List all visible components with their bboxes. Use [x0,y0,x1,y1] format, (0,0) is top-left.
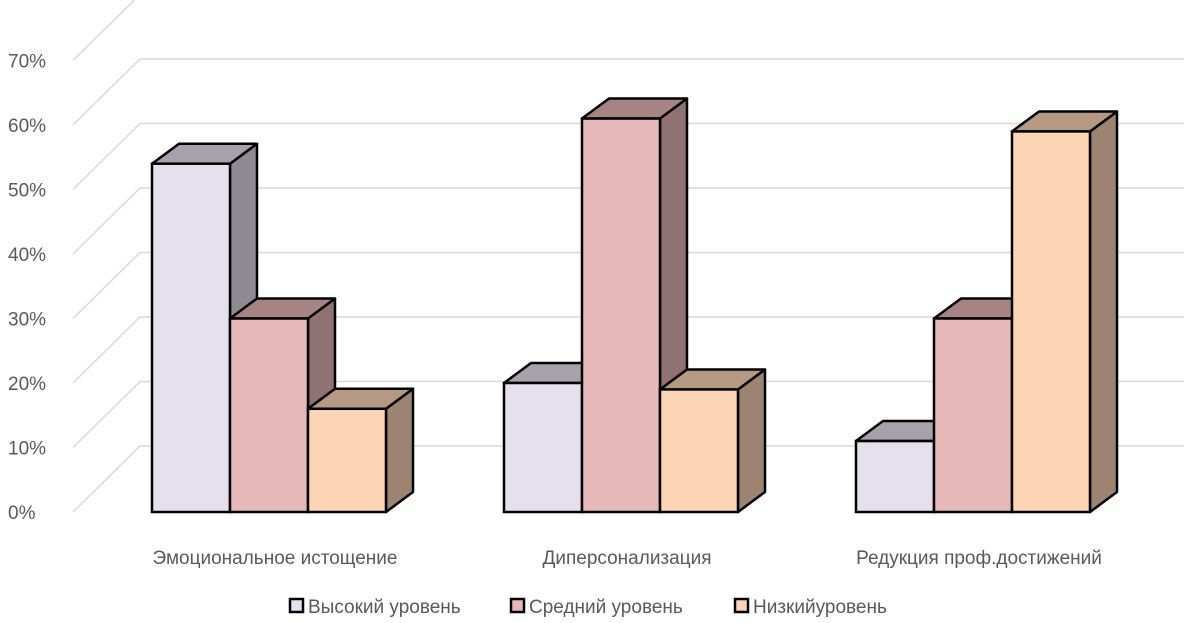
category-label: Эмоциональное истощение [153,548,398,569]
bar-front-face [1010,130,1092,514]
bar-3-1 [306,387,415,514]
bar-front-face [228,317,310,514]
legend-item: Высокий уровень [288,597,461,618]
bar-3-3 [1010,110,1119,514]
gridline [72,187,1184,255]
legend-item: Средний уровень [509,597,683,618]
bar-3-2 [658,368,767,514]
legend-label: Средний уровень [529,597,683,618]
legend-item: Низкийуровень [733,597,887,618]
gridline [72,251,1184,320]
bar-front-face [932,317,1014,514]
legend-swatch [733,597,750,614]
y-tick-label: 0% [8,503,36,524]
bar-front-face [580,117,662,514]
gridline [72,380,1184,449]
y-tick-label: 40% [8,245,46,266]
legend-label: Низкийуровень [753,597,887,618]
bar-front-face [502,381,584,514]
gridline [72,316,1184,384]
bar-side-face [736,368,767,514]
bars [150,97,1119,514]
legend-label: Высокий уровень [308,597,461,618]
legend-swatch [288,597,305,614]
legend-swatch [509,597,526,614]
x-axis-category-labels: Эмоциональное истощение Диперсонализация Р… [153,548,1102,569]
gridline [72,122,1184,191]
category-label: Редукция проф.достижений [856,548,1102,569]
bar-front-face [658,388,740,514]
category-label: Диперсонализация [542,548,711,569]
bar-front-face [306,407,388,514]
bar-side-face [1088,110,1119,514]
legend: Высокий уровень Средний уровень Низкийуров… [288,597,887,618]
bar-front-face [150,162,232,514]
y-axis-tick-labels: 0% 10% 20% 30% 40% 50% 60% 70% [8,52,46,525]
y-tick-label: 30% [8,310,46,331]
gridline [72,58,1184,126]
y-tick-label: 60% [8,116,46,137]
y-tick-label: 20% [8,374,46,395]
gridline [72,0,136,62]
y-tick-label: 70% [8,52,46,73]
gridlines [72,0,1184,513]
bar-front-face [854,439,936,514]
gridline [72,445,1184,513]
y-tick-label: 50% [8,181,46,202]
y-tick-label: 10% [8,439,46,460]
